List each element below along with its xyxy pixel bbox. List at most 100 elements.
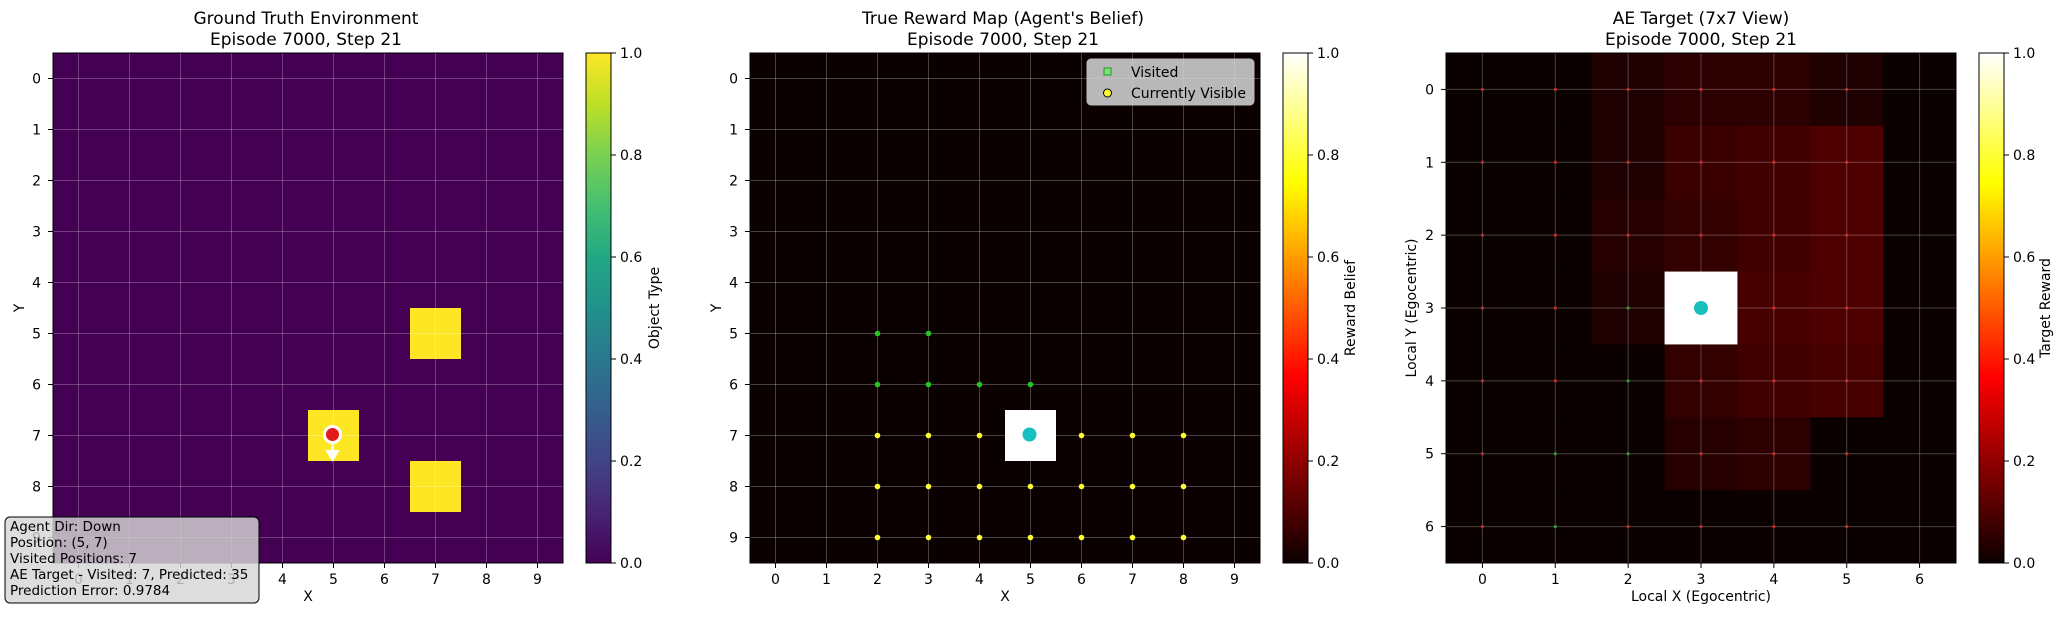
visible-point (1078, 483, 1085, 490)
predicted-point (1772, 452, 1776, 456)
x-tick-label: 2 (873, 572, 882, 588)
chart-title: AE Target (7x7 View) (1613, 9, 1789, 29)
predicted-point (1845, 160, 1849, 164)
x-tick-label: 3 (924, 572, 933, 588)
colorbar (1978, 52, 2005, 564)
colorbar-label: Reward Belief (1343, 259, 1359, 356)
y-tick-label: 9 (729, 531, 738, 547)
direction-arrow-icon (325, 443, 340, 462)
panel-reward-map: True Reward Map (Agent's Belief) Episode… (709, 9, 1359, 605)
predicted-point (1699, 233, 1703, 237)
visited-point (1626, 379, 1630, 383)
x-tick-label: 0 (771, 572, 780, 588)
visible-point (1129, 534, 1136, 541)
y-tick-label: 2 (1425, 228, 1434, 244)
predicted-point (1699, 379, 1703, 383)
info-line: Prediction Error: 0.9784 (10, 583, 170, 599)
predicted-point (1480, 306, 1485, 310)
x-axis-label: Local X (Egocentric) (1631, 589, 1771, 605)
visible-point (1180, 483, 1187, 490)
predicted-point (1480, 233, 1485, 237)
y-axis-label: Y (709, 303, 725, 313)
colorbar-tick-label: 0.0 (1317, 556, 1339, 572)
x-tick-label: 5 (329, 572, 338, 588)
predicted-point (1553, 160, 1557, 164)
x-tick-label: 6 (380, 572, 389, 588)
visited-point (925, 330, 932, 337)
visible-point (874, 534, 881, 541)
visible-point (925, 534, 932, 541)
colorbar-tick-label: 0.8 (620, 148, 642, 164)
visited-point (1553, 452, 1557, 456)
y-tick-label: 4 (729, 276, 738, 292)
colorbar-tick-label: 0.0 (2013, 556, 2035, 572)
y-axis-label: Y (12, 303, 28, 313)
visible-point (1027, 483, 1034, 490)
x-tick-labels: 0 1 2 3 4 5 6 7 8 9 (771, 563, 1239, 588)
predicted-point (1699, 160, 1703, 164)
legend-box (1086, 58, 1255, 106)
visited-point (925, 381, 932, 388)
predicted-point (1553, 233, 1557, 237)
plot-frame (52, 52, 564, 564)
legend-visible-marker (1103, 88, 1112, 98)
y-tick-label: 6 (729, 378, 738, 394)
object-cell (410, 308, 461, 359)
target-cell (1883, 271, 1957, 345)
predicted-point (1626, 233, 1630, 237)
visible-point (874, 432, 881, 439)
y-tick-label: 4 (32, 276, 41, 292)
colorbar-tick-label: 0.2 (2013, 454, 2035, 470)
y-tick-label: 6 (32, 378, 41, 394)
predicted-point (1699, 87, 1703, 92)
predicted-point (1845, 306, 1849, 310)
y-tick-label: 5 (729, 327, 738, 343)
x-tick-label: 2 (1624, 572, 1633, 588)
predicted-point (1845, 452, 1849, 456)
colorbar-label: Object Type (647, 267, 663, 349)
chart-subtitle: Episode 7000, Step 21 (907, 30, 1099, 50)
target-cell (1883, 198, 1957, 273)
x-tick-label: 9 (1230, 572, 1239, 588)
y-tick-label: 8 (729, 480, 738, 496)
x-tick-label: 4 (278, 572, 287, 588)
colorbar-tick-label: 0.8 (1317, 148, 1339, 164)
plot-area (750, 53, 1260, 563)
colorbar-label: Target Reward (2038, 258, 2054, 359)
x-axis-label: X (1000, 589, 1010, 605)
x-tick-label: 3 (1697, 572, 1706, 588)
object-cell (410, 461, 461, 512)
x-tick-label: 5 (1026, 572, 1035, 588)
legend-visited-marker (1103, 67, 1112, 76)
predicted-point (1480, 379, 1485, 383)
predicted-point (1626, 160, 1630, 164)
x-tick-labels: 0 1 2 3 4 5 6 (1478, 563, 1924, 588)
legend-visited-label: Visited (1131, 65, 1178, 81)
y-tick-label: 7 (729, 429, 738, 445)
grid-lines (53, 53, 563, 563)
colorbar-tick-label: 0.4 (1317, 352, 1339, 368)
colorbar-tick-label: 0.2 (620, 454, 642, 470)
predicted-point (1626, 524, 1630, 529)
y-tick-label: 5 (32, 327, 41, 343)
visible-point (976, 432, 983, 439)
y-tick-label: 1 (32, 123, 41, 139)
y-tick-label: 6 (1425, 520, 1434, 536)
visible-point (976, 534, 983, 541)
target-cell (1883, 125, 1957, 200)
target-cell (1883, 344, 1957, 418)
predicted-point (1772, 233, 1776, 237)
colorbar-tick-label: 0.0 (620, 556, 642, 572)
x-tick-label: 4 (975, 572, 984, 588)
colorbar-tick-label: 1.0 (1317, 46, 1339, 62)
y-tick-labels: 0 1 2 3 4 5 6 (1425, 82, 1446, 536)
y-tick-label: 3 (1425, 301, 1434, 317)
y-tick-label: 1 (1425, 155, 1434, 171)
predicted-point (1772, 160, 1776, 164)
y-tick-label: 5 (1425, 447, 1434, 463)
colorbar (585, 52, 612, 564)
predicted-point (1553, 379, 1557, 383)
